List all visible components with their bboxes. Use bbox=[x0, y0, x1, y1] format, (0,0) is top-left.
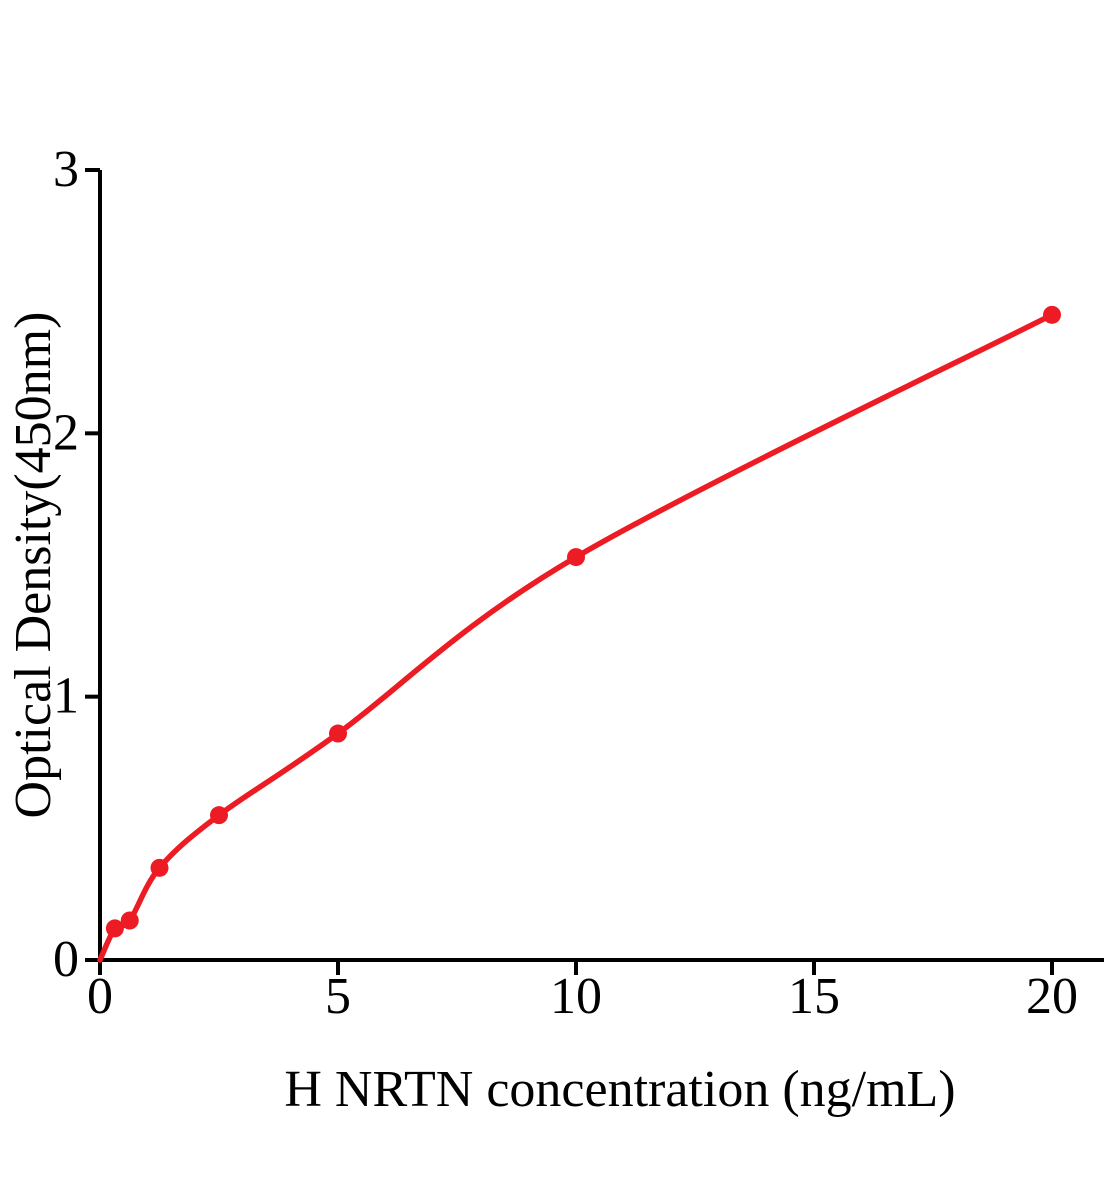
data-point bbox=[105, 919, 124, 938]
x-tick-label: 5 bbox=[325, 968, 351, 1025]
x-tick-label: 10 bbox=[550, 968, 602, 1025]
data-point bbox=[210, 806, 228, 825]
x-tick-label: 20 bbox=[1026, 968, 1078, 1025]
y-tick-label: 2 bbox=[53, 404, 79, 461]
x-tick-label: 0 bbox=[87, 968, 113, 1025]
plot-area: 0 5 10 15 20 0 1 2 3 bbox=[53, 141, 1104, 1025]
x-tick-label: 15 bbox=[788, 968, 840, 1025]
data-point bbox=[1043, 305, 1061, 324]
data-point bbox=[150, 858, 169, 877]
y-axis-title: Optical Density(450nm) bbox=[5, 312, 62, 819]
x-axis-title: H NRTN concentration (ng/mL) bbox=[284, 1061, 955, 1118]
y-tick-label: 1 bbox=[53, 668, 79, 725]
fit-curve bbox=[97, 312, 1055, 963]
data-point bbox=[329, 724, 347, 743]
data-point bbox=[567, 548, 585, 567]
y-tick-label: 0 bbox=[53, 931, 79, 988]
y-tick-label: 3 bbox=[53, 141, 79, 198]
data-point bbox=[120, 911, 139, 930]
